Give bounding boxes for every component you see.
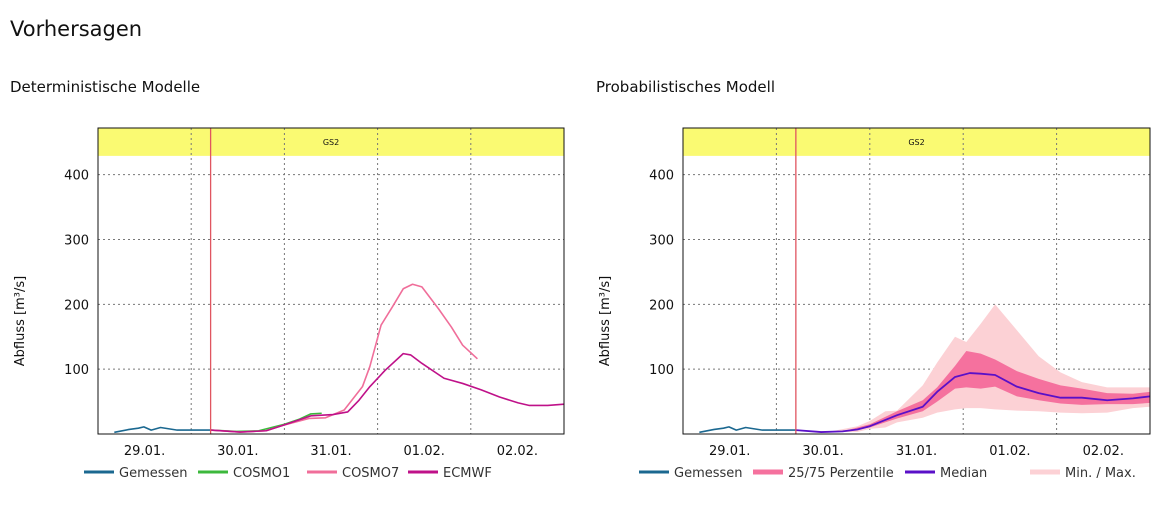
series-line-gemessen xyxy=(699,426,796,434)
x-tick-label: 02.02. xyxy=(1083,444,1124,459)
x-tick-label: 02.02. xyxy=(497,444,538,459)
y-tick-label: 100 xyxy=(649,363,674,378)
y-tick-label: 300 xyxy=(649,234,674,249)
series-line-ecmwf xyxy=(210,352,565,433)
y-tick-label: 200 xyxy=(649,298,674,313)
legend-label: Median xyxy=(940,466,987,481)
x-tick-label: 29.01. xyxy=(124,444,165,459)
band-label: GS2 xyxy=(908,138,924,147)
y-tick-label: 400 xyxy=(64,169,89,184)
series-line-cosmo1 xyxy=(210,412,322,433)
y-axis-label: Abfluss [m³/s] xyxy=(13,276,28,366)
plot-frame xyxy=(97,127,565,435)
x-tick-label: 31.01. xyxy=(896,444,937,459)
y-tick-label: 300 xyxy=(64,234,89,249)
warning-band xyxy=(683,128,1150,156)
chart-title-probabilistic: Probabilistisches Modell xyxy=(596,78,775,96)
series-line-cosmo7 xyxy=(210,283,478,433)
x-tick-label: 01.02. xyxy=(989,444,1030,459)
warning-band xyxy=(98,128,564,156)
series-line-median xyxy=(795,372,1151,433)
series-band-perc xyxy=(795,351,1150,432)
series-line-gemessen xyxy=(114,426,211,434)
chart-title-deterministic: Deterministische Modelle xyxy=(10,78,201,96)
legend-label: COSMO1 xyxy=(233,466,290,481)
x-tick-label: 29.01. xyxy=(709,444,750,459)
x-tick-label: 30.01. xyxy=(217,444,258,459)
y-tick-label: 100 xyxy=(64,363,89,378)
y-tick-label: 200 xyxy=(64,298,89,313)
legend-label: 25/75 Perzentile xyxy=(788,466,894,481)
legend-label: COSMO7 xyxy=(342,466,399,481)
band-label: GS2 xyxy=(323,138,339,147)
x-tick-label: 01.02. xyxy=(404,444,445,459)
chart-probabilistic: GS2 100 200 300 400 29.01. 30.01. 31.01. 01.02. 0… xyxy=(598,127,1151,481)
legend-label: Min. / Max. xyxy=(1065,466,1136,481)
chart-deterministic: GS2 100 200 300 400 29.01. 30.01. 31.01. 01.02. 0… xyxy=(13,127,565,481)
page-title: Vorhersagen xyxy=(10,17,143,41)
legend-label: Gemessen xyxy=(674,466,743,481)
x-tick-label: 31.01. xyxy=(310,444,351,459)
legend-label: ECMWF xyxy=(443,466,492,481)
y-tick-label: 400 xyxy=(649,169,674,184)
plot-frame xyxy=(682,127,1151,435)
legend-label: Gemessen xyxy=(119,466,188,481)
x-tick-label: 30.01. xyxy=(802,444,843,459)
y-axis-label: Abfluss [m³/s] xyxy=(598,276,613,366)
